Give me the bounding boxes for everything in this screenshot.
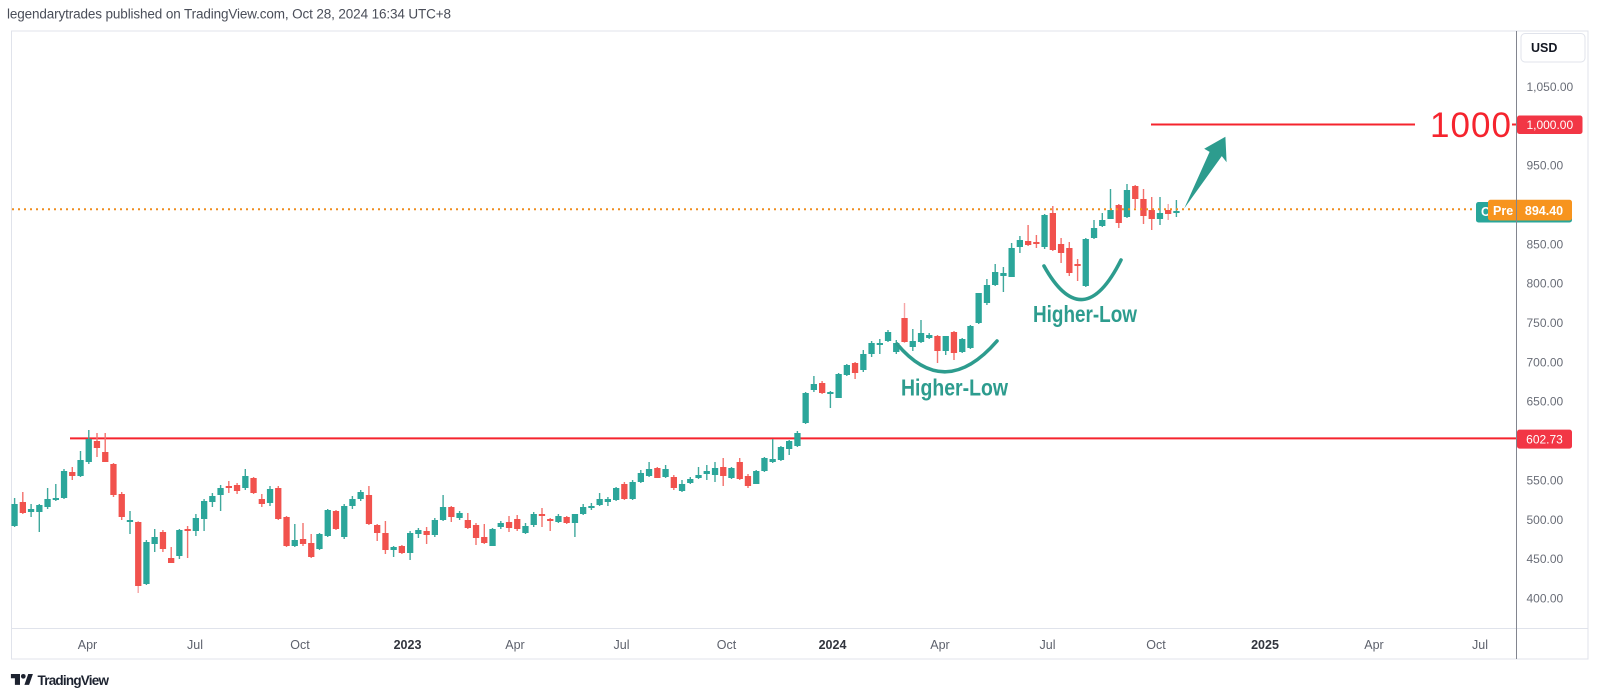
svg-text:950.00: 950.00 [1527, 159, 1564, 173]
svg-text:Higher-Low: Higher-Low [901, 375, 1008, 401]
svg-text:1,050.00: 1,050.00 [1527, 80, 1574, 94]
svg-text:800.00: 800.00 [1527, 277, 1564, 291]
svg-text:700.00: 700.00 [1527, 355, 1564, 369]
svg-text:750.00: 750.00 [1527, 316, 1564, 330]
svg-text:894.40: 894.40 [1525, 204, 1563, 218]
svg-text:2025: 2025 [1251, 638, 1279, 652]
svg-text:1,000.00: 1,000.00 [1526, 118, 1573, 132]
svg-text:Jul: Jul [187, 638, 203, 652]
svg-text:Jul: Jul [1040, 638, 1056, 652]
svg-text:Apr: Apr [930, 638, 949, 652]
svg-text:C: C [1481, 205, 1490, 219]
svg-text:Jul: Jul [614, 638, 630, 652]
svg-text:2023: 2023 [394, 638, 422, 652]
svg-text:TradingView: TradingView [38, 673, 110, 688]
svg-text:650.00: 650.00 [1527, 395, 1564, 409]
svg-text:602.73: 602.73 [1526, 433, 1563, 447]
svg-text:Apr: Apr [78, 638, 97, 652]
svg-text:Oct: Oct [290, 638, 310, 652]
svg-text:Oct: Oct [1146, 638, 1166, 652]
svg-text:USD: USD [1531, 41, 1557, 55]
svg-text:legendarytrades published on T: legendarytrades published on TradingView… [7, 7, 451, 22]
svg-text:Apr: Apr [505, 638, 524, 652]
svg-text:Pre: Pre [1493, 204, 1513, 218]
svg-text:450.00: 450.00 [1527, 552, 1564, 566]
svg-text:Apr: Apr [1364, 638, 1383, 652]
svg-text:2024: 2024 [819, 638, 847, 652]
svg-text:400.00: 400.00 [1527, 591, 1564, 605]
svg-text:Jul: Jul [1472, 638, 1488, 652]
svg-text:Higher-Low: Higher-Low [1033, 301, 1137, 327]
svg-text:850.00: 850.00 [1527, 237, 1564, 251]
svg-text:Oct: Oct [717, 638, 737, 652]
svg-text:1000: 1000 [1430, 106, 1511, 145]
svg-text:500.00: 500.00 [1527, 513, 1564, 527]
svg-text:550.00: 550.00 [1527, 473, 1564, 487]
